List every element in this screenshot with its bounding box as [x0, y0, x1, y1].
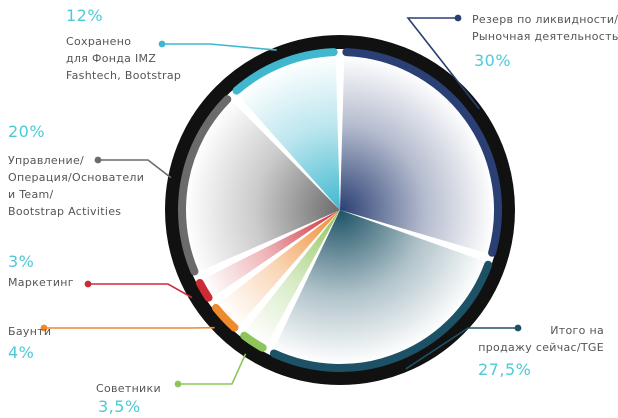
leader-dot-sale	[514, 324, 522, 332]
label-line: Сохранено	[66, 35, 132, 48]
leader-dot-advisors	[174, 380, 182, 388]
label-line: Рыночная деятельность	[472, 30, 618, 43]
outer-ring	[165, 35, 515, 385]
slice-percent-liquidity: 30%	[474, 51, 512, 70]
pie-slice-management	[184, 100, 340, 273]
label-line: Резерв по ликвидности/	[472, 13, 618, 26]
label-line: Маркетинг	[8, 276, 74, 289]
slice-label-sale: Итого на продажу сейчас/TGE	[470, 322, 604, 356]
pie-slice-bounty	[217, 210, 340, 327]
leader-dot-reserved	[158, 40, 166, 48]
label-line: продажу сейчас/TGE	[478, 341, 604, 354]
label-line: и Team/	[8, 188, 54, 201]
leader-dot-bounty	[40, 324, 48, 332]
ring-layer	[165, 35, 515, 385]
label-line: Bootstrap Activities	[8, 205, 122, 218]
leader-line-reserved	[162, 43, 277, 51]
label-line: для Фонда IMZ	[66, 52, 157, 65]
leader-line-liquidity	[406, 17, 480, 110]
ring-band-marketing	[195, 278, 213, 302]
label-line: Итого на	[550, 324, 604, 337]
leader-line-marketing	[88, 283, 193, 299]
pie-slice-sale	[273, 210, 487, 366]
label-line: Fashtech, Bootstrap	[66, 69, 182, 82]
leader-dot-marketing	[84, 280, 92, 288]
slice-percent-bounty: 4%	[8, 343, 35, 362]
leader-line-sale	[405, 327, 518, 370]
leader-dot-management	[94, 156, 102, 164]
pie-slice-reserved	[237, 55, 340, 211]
slice-label-reserved: Сохранено для Фонда IMZ Fashtech, Bootst…	[66, 33, 181, 84]
label-line: Управление/	[8, 154, 85, 167]
slice-percent-advisors: 3,5%	[98, 397, 141, 416]
ring-band-bounty	[212, 303, 239, 332]
pie-slice-marketing	[201, 210, 340, 298]
slice-label-liquidity: Резерв по ликвидности/ Рыночная деятельн…	[472, 11, 618, 45]
slice-percent-marketing: 3%	[8, 252, 35, 271]
slice-label-management: Управление/ Операция/Основатели и Team/ …	[8, 152, 144, 220]
pie-slice-liquidity	[340, 55, 495, 254]
slices-layer	[184, 55, 495, 366]
leader-layer	[40, 14, 522, 388]
label-line: Советники	[96, 382, 161, 395]
leader-line-advisors	[178, 353, 247, 385]
ring-band-advisors	[240, 331, 267, 352]
ring-band-liquidity	[342, 48, 502, 257]
leader-dot-liquidity	[454, 14, 462, 22]
ring-band-reserved	[232, 48, 338, 95]
slice-percent-sale: 27,5%	[478, 360, 532, 379]
pie-slice-advisors	[244, 210, 340, 347]
slice-label-advisors: Советники	[96, 380, 161, 397]
ring-band-sale	[269, 260, 493, 372]
slice-percent-management: 20%	[8, 122, 46, 141]
slice-label-bounty: Баунти	[8, 323, 51, 340]
slice-label-marketing: Маркетинг	[8, 274, 74, 291]
leader-line-management	[98, 159, 172, 179]
label-line: Операция/Основатели	[8, 171, 145, 184]
ring-band-management	[178, 95, 232, 276]
slice-percent-reserved: 12%	[66, 6, 104, 25]
label-line: Баунти	[8, 325, 52, 338]
